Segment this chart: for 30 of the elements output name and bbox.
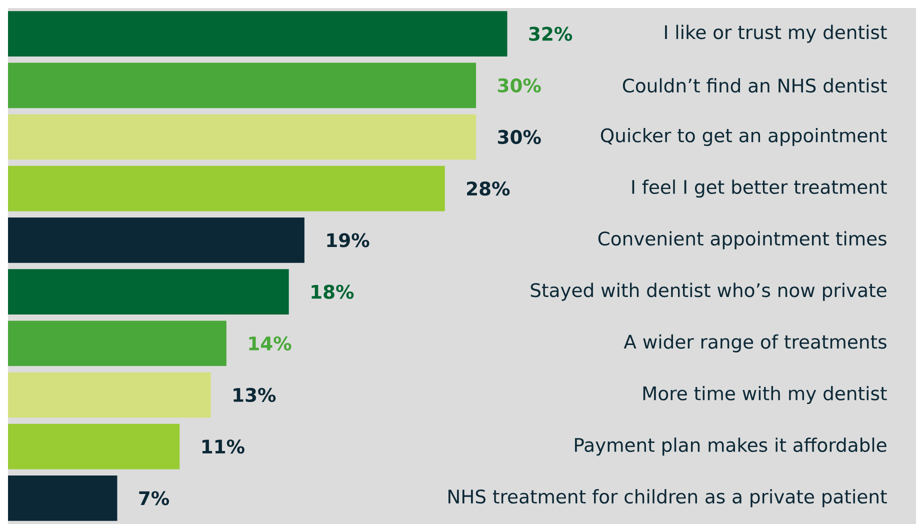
bar — [8, 114, 476, 160]
y-tick-label: NHS treatment for children as a private patient — [448, 489, 887, 508]
y-tick-label: Couldn’t find an NHS dentist — [622, 78, 887, 93]
bar — [8, 218, 304, 263]
bar — [8, 476, 118, 521]
bar — [8, 11, 508, 56]
y-tick-label: More time with my dentist — [643, 386, 887, 404]
y-tick-label: I like or trust my dentist — [665, 24, 887, 43]
data-label: 14% — [249, 336, 292, 350]
data-label: 30% — [498, 130, 541, 144]
y-tick-label: I feel I get better treatment — [632, 180, 887, 198]
data-label: 7% — [139, 491, 170, 506]
bar — [8, 269, 289, 314]
y-tick-label: Quicker to get an appointment — [600, 128, 887, 146]
bar — [8, 320, 226, 366]
bar — [8, 372, 211, 418]
data-label: 28% — [467, 182, 510, 196]
y-tick-label: Convenient appointment times — [598, 231, 886, 250]
bar — [8, 166, 445, 212]
bar — [8, 424, 180, 470]
data-label: 18% — [312, 284, 354, 299]
y-tick-label: Stayed with dentist who’s now private — [530, 282, 886, 301]
bar — [8, 62, 476, 108]
data-label: 30% — [498, 78, 541, 92]
data-label: 13% — [234, 388, 276, 402]
data-label: 11% — [202, 440, 244, 454]
data-label: 19% — [327, 233, 370, 248]
y-tick-label: A wider range of treatments — [624, 334, 886, 352]
data-label: 32% — [529, 26, 572, 41]
y-tick-label: Payment plan makes it affordable — [575, 438, 886, 456]
